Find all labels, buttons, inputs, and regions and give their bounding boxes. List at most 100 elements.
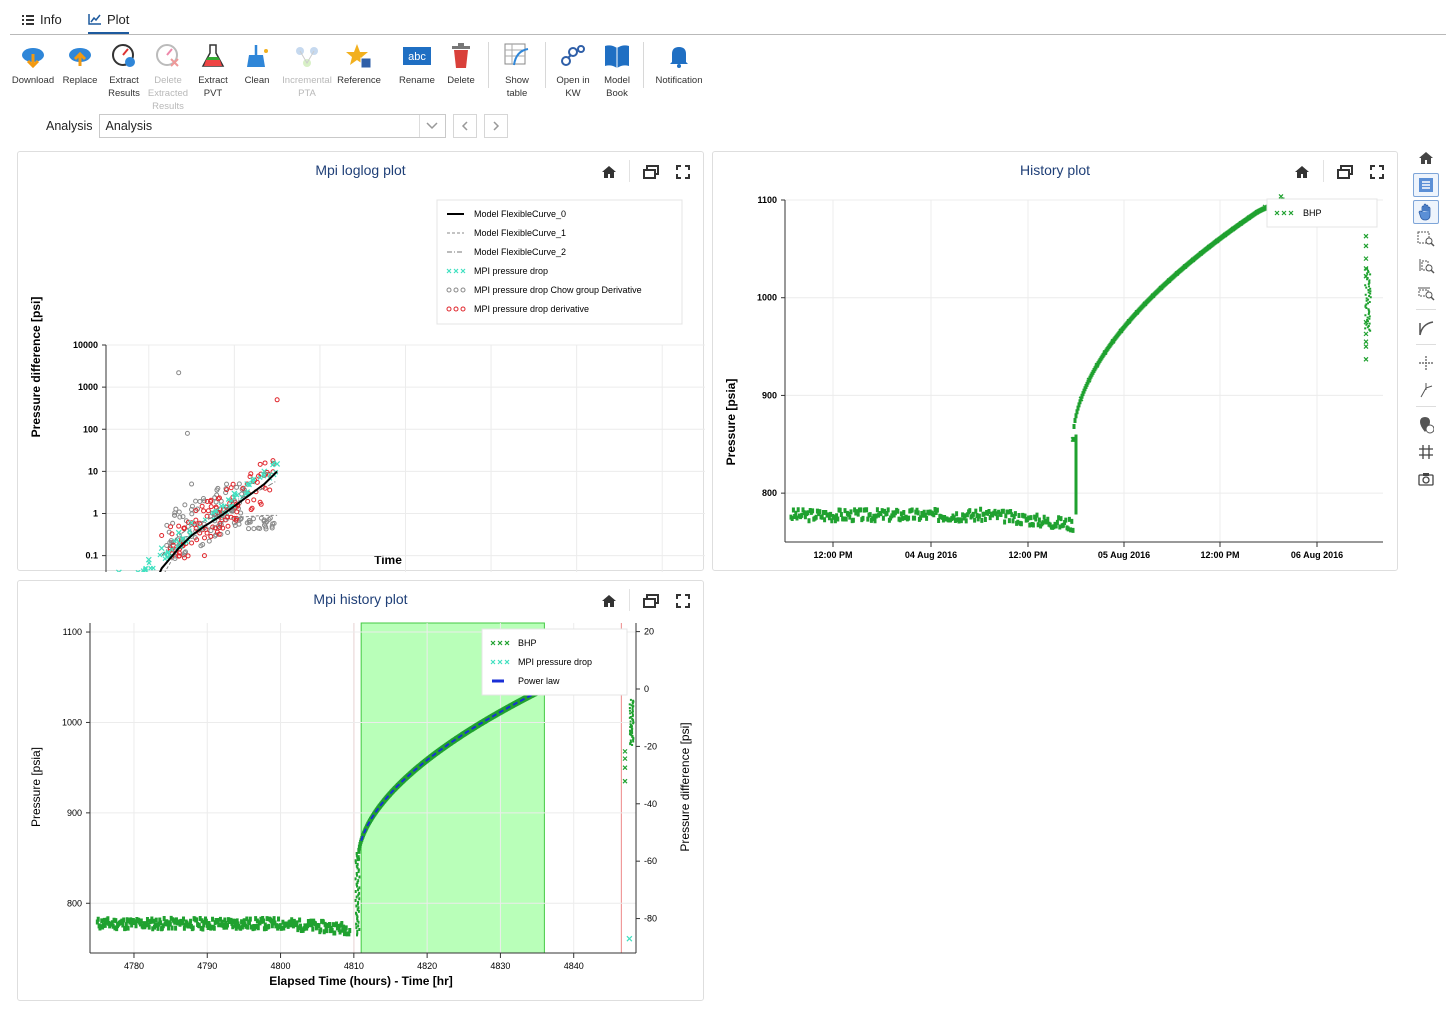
derivative-point [267,487,273,493]
mpi-pressure-drop-point [186,528,192,534]
save-image-button[interactable] [1413,467,1439,491]
legend-swatch [504,640,510,646]
reset-view-button[interactable] [1293,164,1311,180]
next-analysis-button[interactable] [483,114,508,138]
x-axis-label: Time [374,553,402,567]
rename-button[interactable]: abc Rename [387,38,447,87]
chow-derivative-point [184,430,190,436]
point-select-icon [1420,383,1433,398]
bhp-point [1134,309,1140,315]
legend-item: Model FlexibleCurve_0 [447,209,566,219]
y-tick-label: 1100 [757,195,777,205]
crosshair-button[interactable] [1413,351,1439,375]
history-chart[interactable]: Pressure [psia] 12:00 PM 04 Aug 2016 12:00… [713,152,1399,572]
analysis-row: Analysis Analysis [46,114,508,138]
model-book-label: Model Book [604,75,630,99]
reference-button[interactable]: Reference [329,38,389,87]
open-in-kw-button[interactable]: Open in KW [543,38,603,100]
legend-toggle-button[interactable] [1413,173,1439,197]
restore-window-button[interactable] [642,593,660,609]
x-tick-label: 4790 [197,961,217,971]
fullscreen-button[interactable] [674,593,692,609]
derivative-point [181,526,187,532]
model-book-button[interactable]: Model Book [587,38,647,100]
bhp-point [1246,215,1252,221]
bhp-point [1262,204,1268,210]
replace-button[interactable]: Replace [50,38,110,87]
plot-tools-sidebar [1413,146,1441,494]
x-zoom-button[interactable] [1413,281,1439,305]
chow-derivative-point [197,498,203,504]
home-tool-button[interactable] [1413,146,1439,170]
restore-window-button[interactable] [1336,164,1354,180]
derivative-point [202,535,208,541]
grid-toggle-button[interactable] [1413,440,1439,464]
derivative-point [203,527,209,533]
legend-item: BHP [490,638,537,648]
y-zoom-button[interactable] [1413,254,1439,278]
legend-swatch [446,287,452,293]
y2-tick-label: 20 [644,627,654,637]
loglog-chart[interactable]: Time Pressure difference [psi] 0.0111001… [18,152,705,572]
derivative-point [176,523,182,529]
curve-fit-button[interactable] [1413,316,1439,340]
bhp-point [1363,331,1369,337]
hover-tool-button[interactable] [1413,413,1439,437]
extract-pvt-button[interactable]: Extract PVT [183,38,243,100]
chow-derivative-point [270,521,276,527]
derivative-point [248,471,254,477]
bhp-point [1102,350,1108,356]
show-table-button[interactable]: Show table [487,38,547,100]
chow-derivative-point [200,542,206,548]
pin-clock-icon [1420,417,1434,434]
mpi-history-chart[interactable]: Elapsed Time (hours) - Time [hr] Pressur… [18,581,705,1002]
x-zoom-icon [1418,287,1435,301]
notification-button[interactable]: Notification [649,38,709,87]
reset-view-button[interactable] [600,164,618,180]
legend-label: MPI pressure drop [518,657,592,667]
table-chart-icon [487,38,547,74]
restore-window-button[interactable] [642,164,660,180]
derivative-point [240,485,246,491]
clean-label: Clean [244,75,270,86]
legend-swatch [460,287,466,293]
delete-extracted-results-button[interactable]: Delete Extracted Results [138,38,198,113]
fullscreen-button[interactable] [1368,164,1386,180]
y2-tick-label: -20 [644,741,657,751]
mpi-history-panel: Mpi history plot Elapsed Time (hours) - … [17,580,704,1001]
delete-button[interactable]: Delete [431,38,491,87]
history-panel: History plot Pressure [psia] 12:00 PM 04 … [712,151,1398,571]
legend-swatch [460,306,466,312]
mpi-pressure-drop-point [157,552,163,558]
tab-info-label: Info [40,12,62,27]
chow-derivative-point [213,499,219,505]
bhp-point [1198,250,1204,256]
cloud-upload-icon [50,38,110,74]
mpi-pressure-drop-point [162,551,168,557]
download-button[interactable]: Download [3,38,63,87]
point-select-button[interactable] [1413,378,1439,402]
incremental-pta-button[interactable]: Incremental PTA [277,38,337,100]
reset-view-button[interactable] [600,593,618,609]
clean-button[interactable]: Clean [227,38,287,87]
y-tick-label: 10000 [73,340,98,350]
extract-results-button[interactable]: Extract Results [94,38,154,100]
derivative-point [234,509,240,515]
previous-analysis-button[interactable] [452,114,477,138]
tab-info[interactable]: Info [22,12,62,27]
legend-label: Model FlexibleCurve_2 [474,247,566,257]
mpi-pressure-drop-point [218,503,225,510]
fullscreen-button[interactable] [674,164,692,180]
chevron-left-icon [461,121,468,131]
chow-derivative-point [215,485,221,491]
pan-tool-button[interactable] [1413,200,1439,224]
legend-swatch [453,306,459,312]
analysis-select[interactable]: Analysis [98,114,446,138]
bhp-point [1214,238,1220,244]
box-zoom-button[interactable] [1413,227,1439,251]
chow-derivative-point [206,538,212,544]
flask-icon [183,38,243,74]
chow-derivative-point [218,531,224,537]
chevron-down-icon[interactable] [418,115,445,137]
tab-plot[interactable]: Plot [88,12,130,34]
